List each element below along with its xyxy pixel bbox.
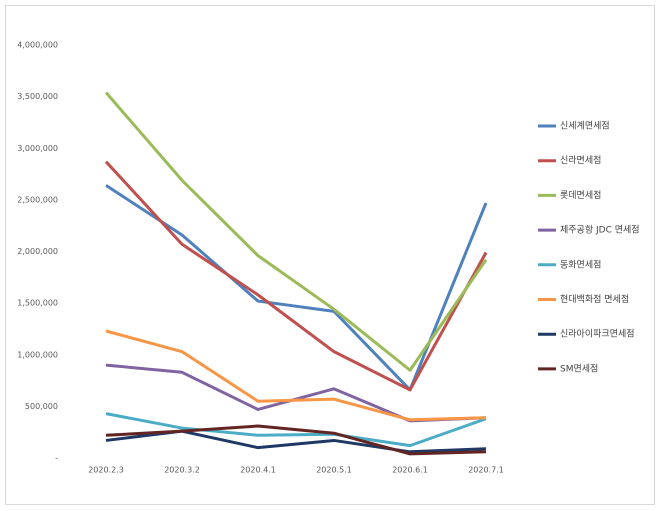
x-tick-label: 2020.6.1 xyxy=(392,466,428,475)
legend-label: 동화면세점 xyxy=(560,258,601,270)
y-tick-label: - xyxy=(55,454,58,463)
series-line xyxy=(105,424,487,456)
y-tick-label: 1,000,000 xyxy=(17,350,58,359)
legend-label: 신세계면세점 xyxy=(560,120,610,132)
series-line xyxy=(104,160,488,392)
y-tick-label: 2,000,000 xyxy=(17,247,58,256)
series-line xyxy=(104,91,488,372)
y-tick-label: 3,500,000 xyxy=(17,92,58,101)
series-line xyxy=(105,184,488,392)
y-tick-label: 1,500,000 xyxy=(17,299,58,308)
x-tick-label: 2020.3.2 xyxy=(164,466,200,475)
legend-label: 신라면세점 xyxy=(560,154,601,166)
x-tick-label: 2020.7.1 xyxy=(468,466,504,475)
x-tick-label: 2020.5.1 xyxy=(316,466,352,475)
y-tick-label: 3,000,000 xyxy=(17,144,58,153)
y-tick-label: 500,000 xyxy=(25,402,58,411)
legend-label: 현대백화점 면세점 xyxy=(560,293,629,305)
x-tick-label: 2020.4.1 xyxy=(240,466,276,475)
legend-label: 롯데면세점 xyxy=(560,189,601,201)
series-line xyxy=(105,329,487,422)
chart-frame xyxy=(5,5,655,505)
y-tick-label: 4,000,000 xyxy=(17,41,58,50)
x-tick-label: 2020.2.3 xyxy=(88,466,124,475)
legend-label: 제주공항 JDC 면세점 xyxy=(560,224,640,236)
legend-label: SM면세점 xyxy=(560,362,598,374)
legend-label: 신라아이파크면세점 xyxy=(560,328,635,340)
series-line xyxy=(105,412,487,448)
y-tick-label: 2,500,000 xyxy=(17,195,58,204)
